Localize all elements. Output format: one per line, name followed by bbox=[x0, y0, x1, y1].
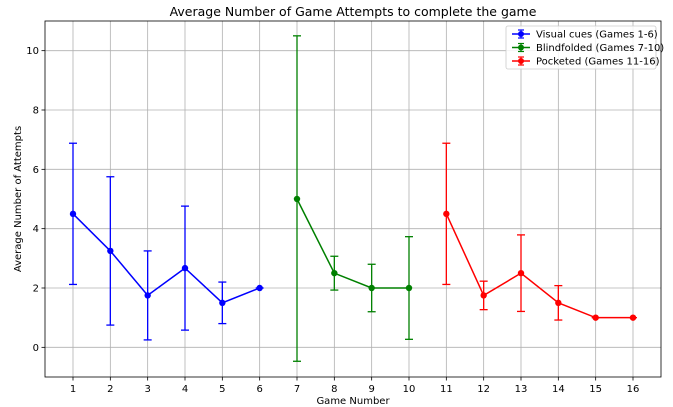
data-point bbox=[555, 299, 562, 307]
x-tick-label: 12 bbox=[477, 384, 490, 395]
x-tick-label: 8 bbox=[331, 384, 337, 395]
x-tick-label: 6 bbox=[256, 384, 262, 395]
data-point bbox=[443, 210, 450, 218]
y-tick-label: 6 bbox=[33, 165, 39, 176]
data-point bbox=[219, 299, 226, 307]
data-point bbox=[144, 292, 151, 299]
series-line bbox=[296, 198, 409, 289]
data-point bbox=[256, 284, 263, 292]
x-tick-label: 3 bbox=[144, 384, 150, 395]
legend-label: Blindfolded (Games 7-10) bbox=[536, 43, 664, 54]
x-tick-label: 7 bbox=[294, 384, 300, 395]
x-tick-label: 5 bbox=[219, 384, 225, 395]
chart-title: Average Number of Game Attempts to compl… bbox=[170, 4, 537, 19]
series-3 bbox=[442, 142, 637, 321]
series-line bbox=[445, 213, 633, 319]
series-1 bbox=[69, 142, 264, 341]
data-point bbox=[331, 269, 338, 277]
plot-frame bbox=[44, 20, 662, 378]
legend-label: Pocketed (Games 11-16) bbox=[536, 57, 660, 68]
series-group bbox=[69, 35, 637, 362]
x-tick-label: 15 bbox=[589, 384, 602, 395]
x-tick-label: 1 bbox=[70, 384, 76, 395]
data-point bbox=[368, 284, 375, 292]
grid bbox=[45, 21, 661, 377]
x-tick-label: 9 bbox=[368, 384, 374, 395]
y-axis-label: Average Number of Attempts bbox=[13, 126, 24, 272]
legend: Visual cues (Games 1-6) Blindfolded (Game… bbox=[505, 25, 664, 70]
legend-marker bbox=[518, 58, 524, 64]
y-tick-label: 0 bbox=[33, 343, 39, 354]
data-point bbox=[293, 195, 301, 203]
y-tick-label: 2 bbox=[33, 284, 39, 295]
x-tick-label: 14 bbox=[552, 384, 565, 395]
data-point bbox=[405, 284, 413, 292]
legend-box bbox=[505, 25, 657, 70]
y-tick-label: 10 bbox=[26, 46, 39, 57]
data-point bbox=[592, 314, 599, 321]
x-tick-label: 11 bbox=[440, 384, 453, 395]
legend-marker bbox=[518, 31, 524, 37]
data-point bbox=[517, 269, 525, 277]
data-point bbox=[69, 210, 77, 218]
legend-label: Visual cues (Games 1-6) bbox=[536, 30, 658, 41]
x-tick-label: 13 bbox=[515, 384, 528, 395]
x-axis-label: Game Number bbox=[316, 396, 390, 407]
legend-marker bbox=[518, 44, 524, 51]
x-tick-label: 2 bbox=[107, 384, 113, 395]
data-point bbox=[480, 292, 487, 299]
series-2 bbox=[293, 35, 413, 362]
data-point bbox=[629, 314, 637, 321]
x-tick-label: 4 bbox=[182, 384, 188, 395]
y-tick-label: 8 bbox=[33, 106, 39, 117]
data-point bbox=[107, 247, 114, 255]
y-tick-label: 4 bbox=[33, 224, 39, 235]
data-point bbox=[181, 264, 189, 272]
x-tick-label: 10 bbox=[403, 384, 416, 395]
x-tick-label: 16 bbox=[627, 384, 640, 395]
series-line bbox=[72, 213, 260, 304]
